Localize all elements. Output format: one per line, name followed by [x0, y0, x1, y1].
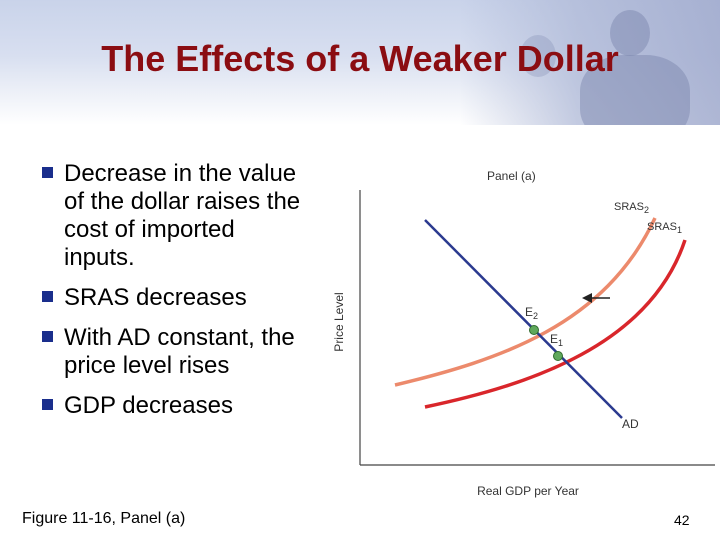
sras2-label-main: SRAS	[614, 201, 644, 213]
sras1-curve	[424, 239, 687, 409]
shift-arrow-icon	[582, 293, 592, 303]
bullet-item: GDP decreases	[42, 392, 342, 420]
bullet-item: SRAS decreases	[42, 284, 342, 312]
e2-label: E2	[525, 305, 538, 321]
header-band	[0, 0, 720, 125]
e2-label-subscript: 2	[533, 311, 538, 321]
decorative-person-head	[610, 10, 650, 56]
bullet-text: With AD constant, the price level rises	[64, 324, 295, 379]
sras1-label: SRAS1	[647, 221, 682, 235]
e1-label-subscript: 1	[558, 338, 563, 348]
sras2-curve	[394, 217, 657, 387]
y-axis-label: Price Level	[332, 292, 346, 351]
bullet-text: Decrease in the value of the dollar rais…	[64, 160, 301, 271]
ad-label: AD	[622, 417, 639, 431]
figure-caption: Figure 11-16, Panel (a)	[22, 510, 186, 527]
bullet-square-icon	[42, 331, 53, 342]
sras2-label: SRAS2	[614, 201, 649, 215]
x-axis-label: Real GDP per Year	[477, 484, 579, 498]
ad-curve	[424, 219, 623, 419]
page-number: 42	[674, 512, 690, 528]
equilibrium-point-e1	[553, 351, 563, 361]
bullet-text: GDP decreases	[64, 392, 233, 419]
header-photo	[460, 0, 720, 125]
sras1-label-main: SRAS	[647, 221, 677, 233]
bullet-item: Decrease in the value of the dollar rais…	[42, 160, 342, 272]
equilibrium-point-e2	[529, 325, 539, 335]
bullet-square-icon	[42, 167, 53, 178]
decorative-person-head	[520, 35, 556, 77]
bullet-list: Decrease in the value of the dollar rais…	[42, 160, 342, 432]
bullet-item: With AD constant, the price level rises	[42, 324, 342, 380]
sras2-label-subscript: 2	[644, 205, 649, 215]
e1-label-main: E	[550, 332, 558, 346]
e2-label-main: E	[525, 305, 533, 319]
slide-title: The Effects of a Weaker Dollar	[101, 38, 619, 79]
sras1-label-subscript: 1	[677, 225, 682, 235]
bullet-square-icon	[42, 291, 53, 302]
e1-label: E1	[550, 332, 563, 348]
decorative-person-body	[580, 55, 690, 125]
bullet-square-icon	[42, 399, 53, 410]
panel-label: Panel (a)	[487, 169, 536, 183]
bullet-text: SRAS decreases	[64, 284, 247, 311]
